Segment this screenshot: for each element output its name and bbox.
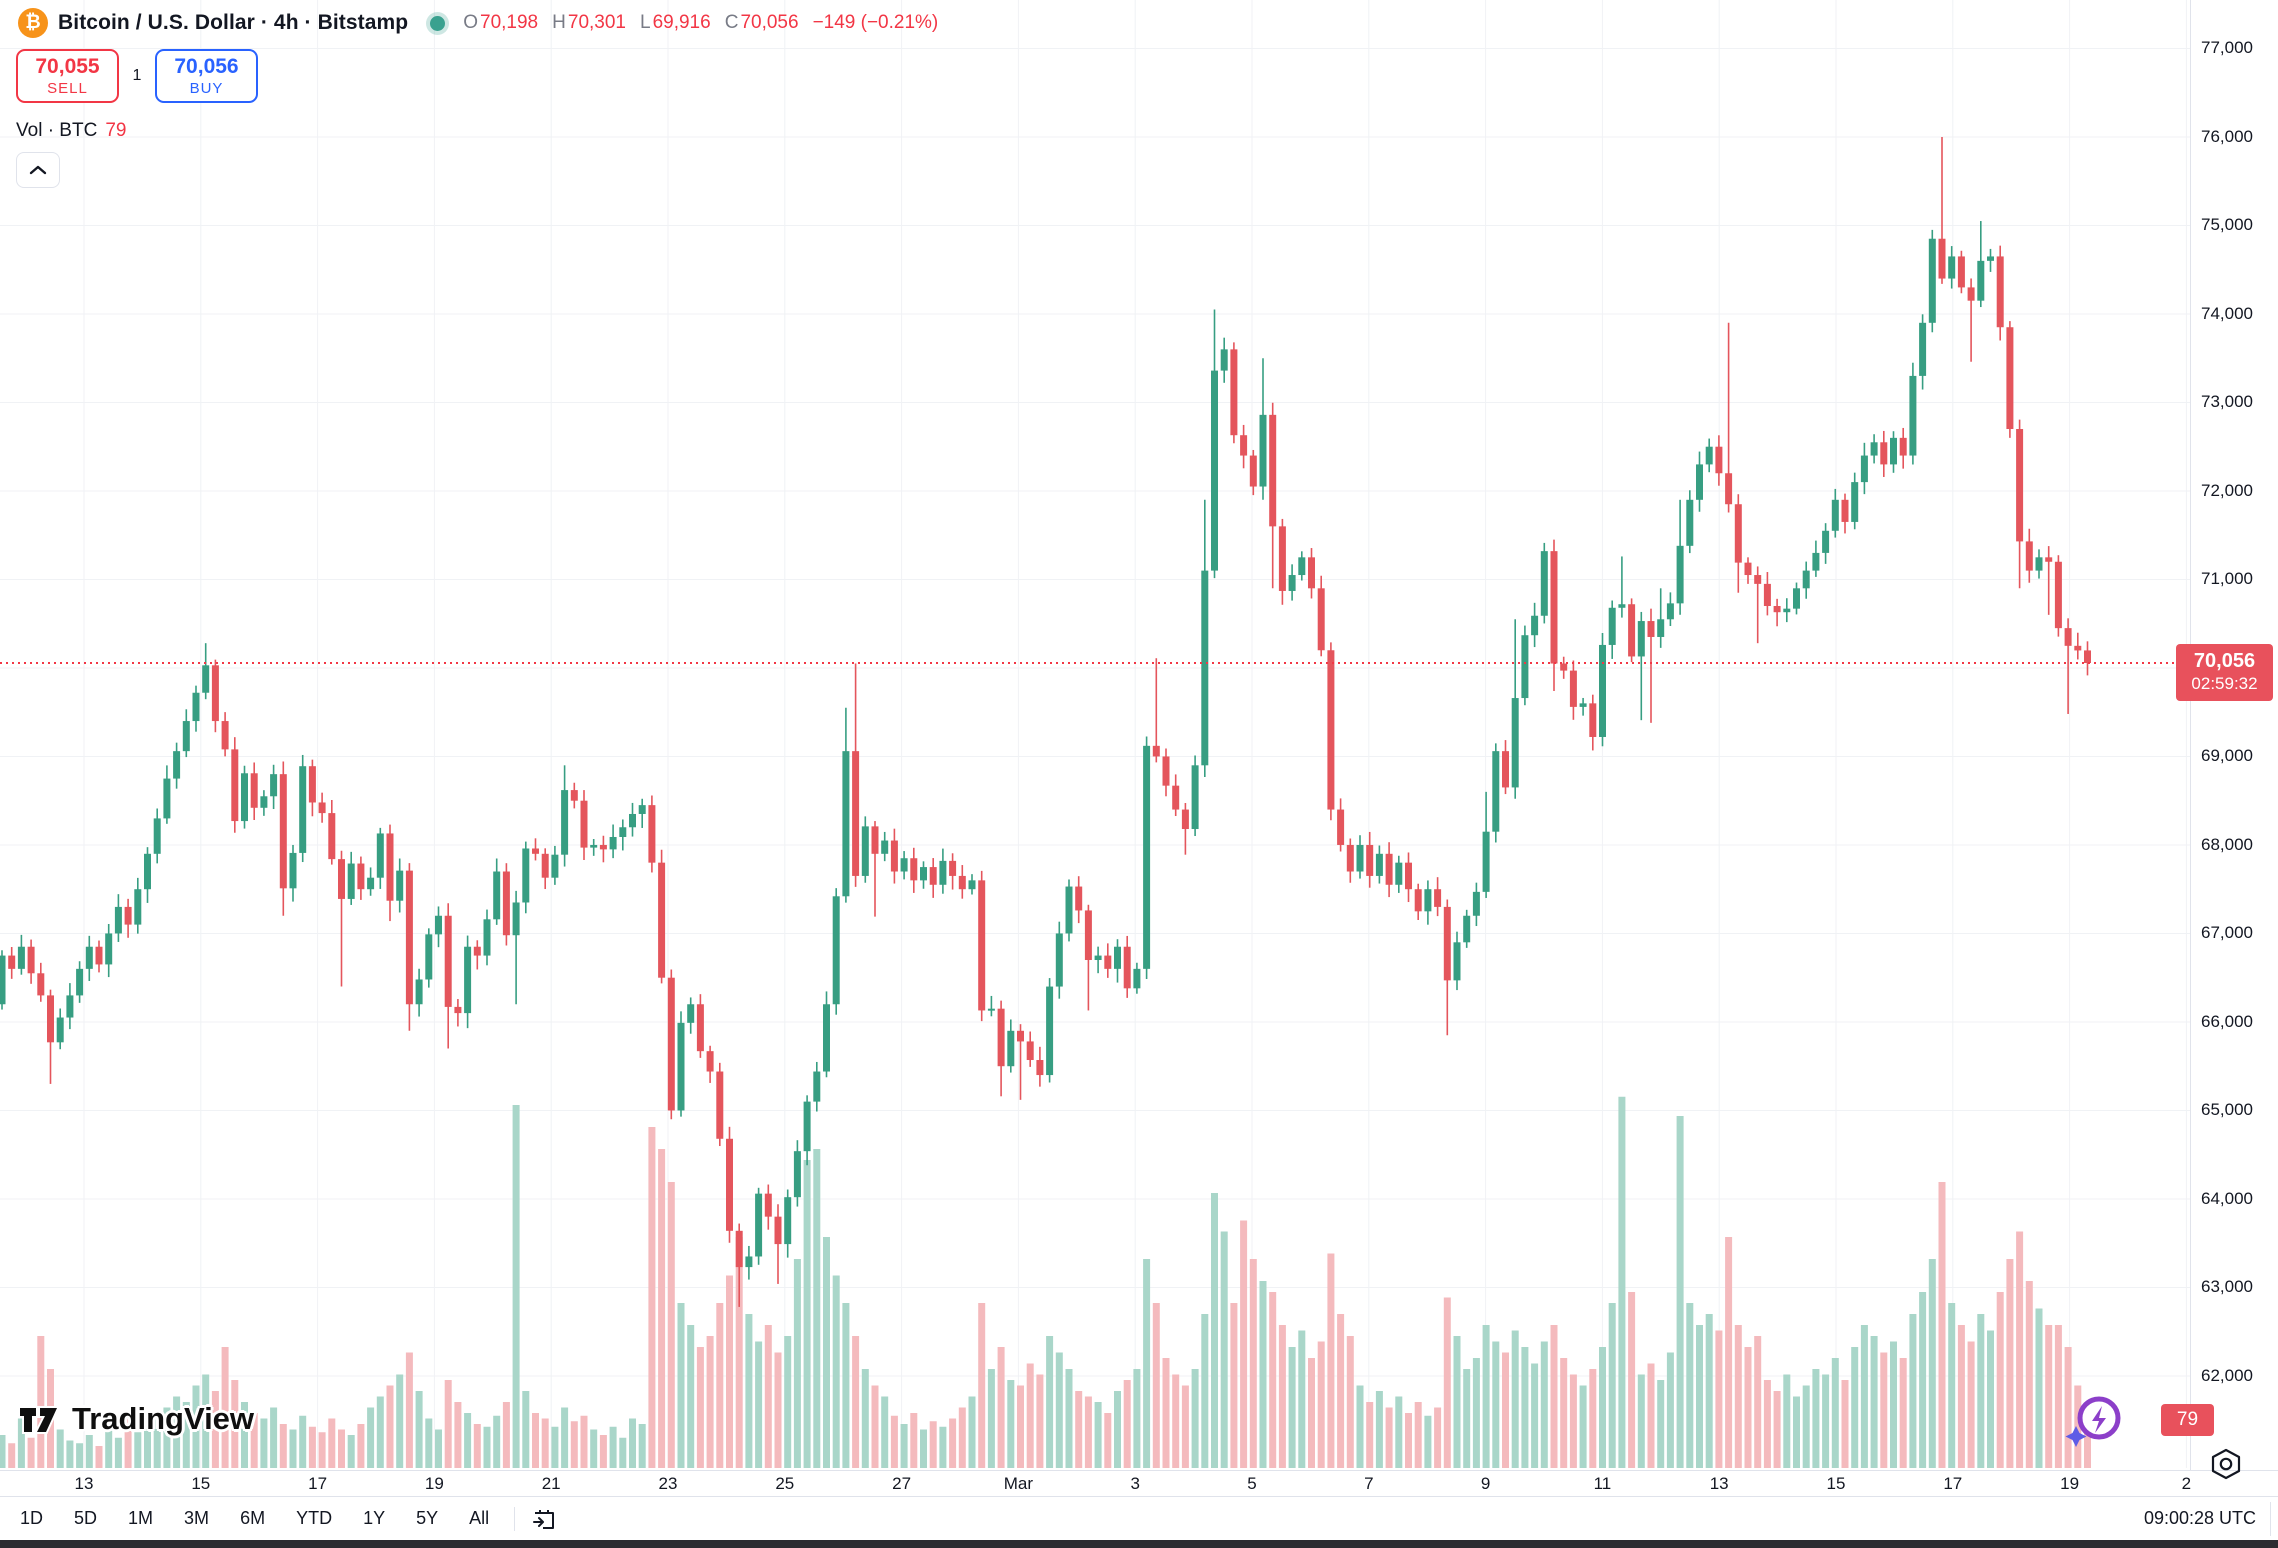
time-tick-9-12: 9 <box>1480 1474 1491 1493</box>
volume-axis-value: 79 <box>2176 1409 2199 1430</box>
price-tick-73000: 73,000 <box>2201 392 2253 412</box>
price-tick-77000: 77,000 <box>2201 38 2253 58</box>
time-tick-3-9: 3 <box>1130 1474 1140 1493</box>
open-label: O <box>463 12 479 33</box>
price-tick-66000: 66,000 <box>2201 1011 2253 1031</box>
price-tick-72000: 72,000 <box>2201 480 2253 500</box>
symbol-title[interactable]: Bitcoin / U.S. Dollar · 4h · Bitstamp <box>58 11 409 34</box>
sell-label: SELL <box>47 79 88 97</box>
time-tick-2-18: 2 <box>2181 1474 2192 1493</box>
time-tick-17-2: 17 <box>308 1474 328 1493</box>
price-tick-69000: 69,000 <box>2201 746 2253 766</box>
toolbar-divider <box>514 1506 516 1531</box>
buy-price: 70,056 <box>174 54 239 78</box>
volume-axis-tag: 79 <box>2161 1404 2214 1436</box>
time-tick-Mar-8: Mar <box>1003 1474 1034 1493</box>
price-tick-67000: 67,000 <box>2201 923 2253 943</box>
sell-price: 70,055 <box>35 54 100 78</box>
close-label: C <box>724 12 739 33</box>
range-ytd[interactable]: YTD <box>296 1508 333 1528</box>
price-tick-75000: 75,000 <box>2201 215 2253 235</box>
last-price-tag: 70,056 02:59:32 <box>2176 644 2273 701</box>
high-value: 70,301 <box>567 12 626 33</box>
time-tick-15-1: 15 <box>191 1474 211 1493</box>
time-tick-27-7: 27 <box>892 1474 912 1493</box>
range-1y[interactable]: 1Y <box>363 1508 386 1528</box>
open-value: 70,198 <box>480 12 539 33</box>
range-all[interactable]: All <box>469 1508 490 1528</box>
toolbar-right-divider <box>2270 1501 2271 1536</box>
volume-legend[interactable]: Vol · BTC 79 <box>16 120 126 142</box>
time-tick-13-0: 13 <box>74 1474 94 1493</box>
bottom-toolbar: 1D 5D 1M 3M 6M YTD 1Y 5Y All 09:00:28 UT… <box>0 1496 2278 1540</box>
volume-label: Vol · BTC <box>16 120 98 141</box>
settings-hexagon-icon <box>2211 1448 2241 1480</box>
trade-panel: 70,055 SELL 1 70,056 BUY <box>16 49 258 103</box>
low-label: L <box>640 12 651 33</box>
clock-utc[interactable]: 09:00:28 UTC <box>2143 1508 2256 1528</box>
spread-value: 1 <box>132 67 142 84</box>
buy-button[interactable]: 70,056 BUY <box>155 49 258 103</box>
time-tick-15-15: 15 <box>1826 1474 1846 1493</box>
price-tick-76000: 76,000 <box>2201 126 2253 146</box>
range-1d[interactable]: 1D <box>20 1508 44 1528</box>
bitcoin-icon: ₿ <box>18 8 48 38</box>
range-5y[interactable]: 5Y <box>416 1508 439 1528</box>
price-scale[interactable]: 77,000 76,000 75,000 74,000 73,000 72,000 71,0… <box>2190 0 2278 1470</box>
tradingview-logo-icon <box>18 1406 61 1434</box>
buy-label: BUY <box>189 79 224 97</box>
ohlc-values: O 70,198 H 70,301 L 69,916 C 70,056 −149… <box>463 12 938 34</box>
range-1m[interactable]: 1M <box>128 1508 154 1528</box>
lightning-icon <box>2065 1396 2121 1447</box>
time-tick-5-10: 5 <box>1247 1474 1257 1493</box>
low-value: 69,916 <box>652 12 711 33</box>
flash-assistant-button[interactable] <box>2062 1392 2124 1455</box>
range-3m[interactable]: 3M <box>184 1508 210 1528</box>
price-tick-71000: 71,000 <box>2201 569 2253 589</box>
tradingview-watermark-text: TradingView <box>72 1401 255 1436</box>
chevron-up-icon <box>29 165 47 175</box>
close-value: 70,056 <box>740 12 799 33</box>
range-6m[interactable]: 6M <box>240 1508 266 1528</box>
time-tick-19-17: 19 <box>2060 1474 2080 1493</box>
time-tick-21-4: 21 <box>541 1474 561 1493</box>
time-tick-25-6: 25 <box>775 1474 795 1493</box>
window-bottom-edge <box>0 1540 2278 1548</box>
time-tick-11-13: 11 <box>1593 1474 1612 1493</box>
price-tick-64000: 64,000 <box>2201 1188 2253 1208</box>
price-tick-63000: 63,000 <box>2201 1277 2253 1297</box>
collapse-panel-button[interactable] <box>16 152 60 188</box>
time-tick-13-14: 13 <box>1709 1474 1729 1493</box>
price-tick-65000: 65,000 <box>2201 1100 2253 1120</box>
price-tick-68000: 68,000 <box>2201 834 2253 854</box>
time-tick-7-11: 7 <box>1364 1474 1374 1493</box>
time-tick-17-16: 17 <box>1943 1474 1963 1493</box>
market-status-icon <box>430 15 446 31</box>
go-to-date-button[interactable] <box>525 1503 563 1535</box>
sell-button[interactable]: 70,055 SELL <box>16 49 119 103</box>
range-5d[interactable]: 5D <box>74 1508 98 1528</box>
change-value: −149 (−0.21%) <box>812 12 939 33</box>
price-tick-74000: 74,000 <box>2201 303 2253 323</box>
scale-settings-button[interactable] <box>2206 1444 2246 1489</box>
sparkle-icon <box>2065 1426 2087 1447</box>
candle-countdown: 02:59:32 <box>2191 674 2258 693</box>
time-scale[interactable]: 13 15 17 19 21 23 25 27 Mar 3 5 7 9 11 13 15 17 19 2 <box>0 1470 2278 1496</box>
high-label: H <box>552 12 566 33</box>
tradingview-watermark[interactable]: TradingView <box>16 1396 254 1442</box>
time-tick-23-5: 23 <box>658 1474 678 1493</box>
calendar-arrow-icon <box>533 1509 555 1529</box>
volume-value: 79 <box>105 120 127 141</box>
price-tick-62000: 62,000 <box>2201 1365 2253 1385</box>
chart-legend: ₿ Bitcoin / U.S. Dollar · 4h · Bitstamp … <box>18 8 938 38</box>
last-price-value: 70,056 <box>2193 650 2256 672</box>
time-tick-19-3: 19 <box>424 1474 444 1493</box>
